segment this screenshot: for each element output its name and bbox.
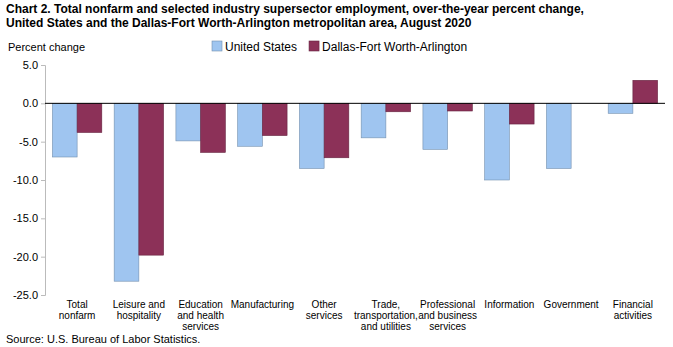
legend-label: Dallas-Fort Worth-Arlington (322, 40, 467, 54)
legend: United States Dallas-Fort Worth-Arlington (212, 40, 467, 54)
bar (633, 80, 658, 103)
bar (448, 103, 473, 111)
y-tick-mark (41, 218, 45, 219)
y-tick: 5.0 (23, 59, 45, 71)
x-tick-label: Otherservices (306, 299, 343, 321)
y-tick: -25.0 (13, 289, 45, 301)
y-tick: 0.0 (23, 97, 45, 109)
y-tick-mark (41, 103, 45, 104)
y-tick-mark (41, 257, 45, 258)
legend-swatch (212, 41, 222, 51)
x-tick-label: Educationand healthservices (177, 299, 224, 332)
y-tick-label: -5.0 (19, 136, 38, 148)
y-tick-label: 5.0 (23, 59, 38, 71)
bar (238, 103, 263, 146)
bar (299, 103, 324, 168)
bar (262, 103, 287, 135)
bar (201, 103, 226, 152)
y-tick: -10.0 (13, 174, 45, 186)
bar (423, 103, 448, 149)
y-tick-mark (41, 65, 45, 66)
y-axis-line (41, 66, 46, 296)
bar (485, 103, 510, 180)
legend-label: United States (225, 40, 297, 54)
x-tick-label: Professionaland businessservices (418, 299, 477, 332)
x-tick-label: Government (544, 299, 599, 310)
bar (139, 103, 164, 255)
y-tick-mark (41, 295, 45, 296)
bar (509, 103, 534, 124)
bars (52, 80, 657, 281)
legend-item: United States (212, 40, 297, 54)
legend-swatch (309, 41, 319, 51)
x-tick-label: Totalnonfarm (59, 299, 96, 321)
bar (77, 103, 102, 132)
y-axis-title: Percent change (8, 41, 85, 53)
chart: Chart 2. Total nonfarm and selected indu… (0, 0, 673, 347)
x-tick-label: Leisure andhospitality (113, 299, 165, 321)
plot: 5.0 0.0 -5.0 -10.0 -15.0 -20.0 -25.0 Totalnonfa… (13, 59, 665, 332)
bar (546, 103, 571, 168)
source: Source: U.S. Bureau of Labor Statistics. (6, 333, 200, 345)
y-tick-mark (41, 142, 45, 143)
y-axis: 5.0 0.0 -5.0 -10.0 -15.0 -20.0 -25.0 (13, 59, 46, 301)
y-tick-label: -10.0 (13, 174, 38, 186)
x-tick-label: Financialactivities (613, 299, 653, 321)
y-tick-mark (41, 180, 45, 181)
bar (608, 103, 633, 113)
y-tick-label: -25.0 (13, 289, 38, 301)
bar (361, 103, 386, 138)
bar (52, 103, 77, 157)
x-tick-label: Manufacturing (231, 299, 294, 310)
bar (176, 103, 201, 141)
x-tick-label: Trade,transportation,and utilities (354, 299, 418, 332)
bar (114, 103, 139, 281)
title: Chart 2. Total nonfarm and selected indu… (6, 2, 584, 30)
y-tick: -5.0 (19, 136, 45, 148)
y-tick-label: -20.0 (13, 251, 38, 263)
x-tick-label: Information (484, 299, 534, 310)
y-tick-label: -15.0 (13, 212, 38, 224)
y-tick: -20.0 (13, 251, 45, 263)
x-axis: Totalnonfarm Leisure andhospitality Educat… (59, 299, 653, 332)
bar (386, 103, 411, 111)
bar (324, 103, 349, 157)
legend-item: Dallas-Fort Worth-Arlington (309, 40, 467, 54)
y-tick: -15.0 (13, 212, 45, 224)
zero-line (45, 103, 665, 104)
y-tick-label: 0.0 (23, 97, 38, 109)
